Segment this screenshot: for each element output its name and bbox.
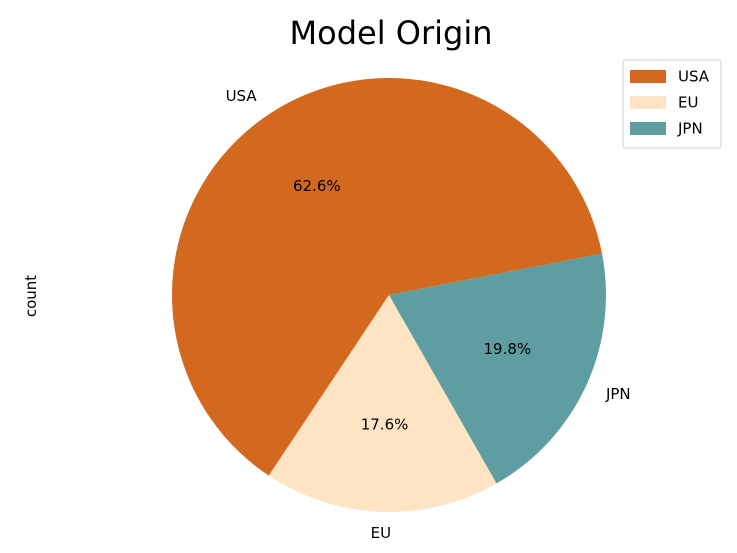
pie-labels: USA 62.6% EU 17.6% JPN 19.8% [226,87,631,542]
chart-title: Model Origin [290,14,493,52]
pie-slice-eu [268,295,497,513]
slice-percent-jpn: 19.8% [484,340,532,358]
legend-swatch-usa [630,70,666,83]
pie-slices [172,78,606,513]
legend-label-jpn: JPN [677,120,703,138]
legend: USA EU JPN [622,59,722,149]
y-axis-label: count [22,275,40,317]
legend-label-eu: EU [678,94,698,112]
slice-label-jpn: JPN [605,385,631,403]
slice-label-usa: USA [226,87,258,105]
slice-label-eu: EU [371,524,391,542]
pie-slice-jpn [389,253,606,484]
pie-slice-usa [172,78,603,476]
legend-swatch-eu [630,96,666,109]
legend-swatch-jpn [630,122,666,135]
slice-percent-usa: 62.6% [293,177,341,195]
slice-percent-eu: 17.6% [361,416,409,434]
legend-label-usa: USA [678,68,710,86]
